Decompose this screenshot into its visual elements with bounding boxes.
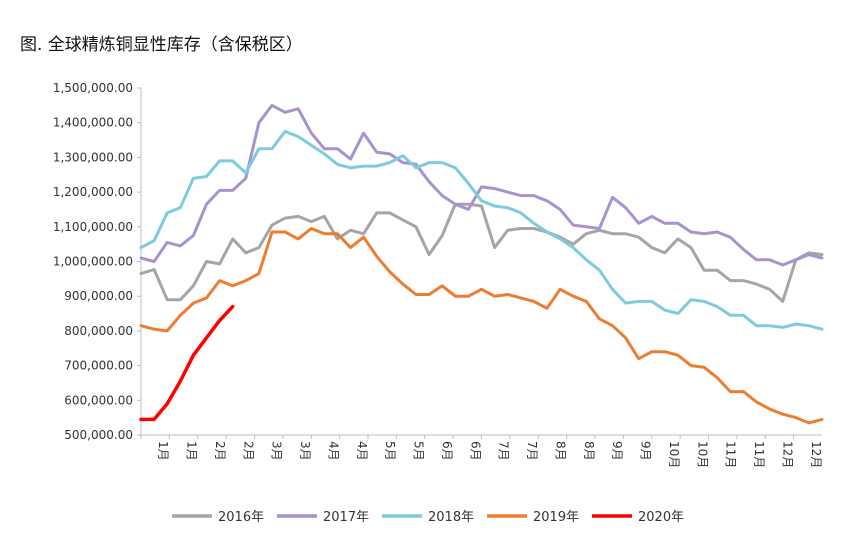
y-tick-label: 1,400,000.00: [53, 116, 133, 130]
legend-label: 2019年: [533, 510, 579, 525]
y-tick-label: 1,100,000.00: [53, 220, 133, 234]
x-tick-label: 5月: [383, 441, 397, 461]
x-tick-label: 1月: [156, 441, 170, 461]
x-tick-label: 5月: [412, 441, 426, 461]
legend-label: 2016年: [218, 510, 264, 525]
series-line-5: [139, 304, 235, 422]
legend: 2016年 2017年 2018年 2019年 2020年: [172, 510, 684, 525]
x-tick-label: 4月: [355, 441, 369, 461]
series-line-2: [139, 103, 824, 267]
x-tick-label: 6月: [468, 441, 482, 461]
y-tick-label: 1,200,000.00: [53, 185, 133, 199]
series-layer: [139, 103, 824, 425]
x-tick-label: 10月: [695, 441, 709, 468]
x-tick-label: 6月: [440, 441, 454, 461]
y-tick-label: 900,000.00: [64, 289, 133, 303]
series-line-4: [139, 227, 824, 425]
x-tick-label: 8月: [582, 441, 596, 461]
x-tick-label: 8月: [553, 441, 567, 461]
x-axis: 1月 1月 2月 2月 3月 3月 4月 4月 5月 5月 6月 6月 7月 7月 8月 8月 9月 9月 10月 1…: [140, 434, 823, 468]
legend-label: 2020年: [638, 510, 684, 525]
y-tick-label: 600,000.00: [64, 393, 133, 407]
y-tick-label: 1,300,000.00: [53, 150, 133, 164]
x-tick-label: 12月: [780, 441, 794, 468]
chart-title: 图. 全球精炼铜显性库存（含保税区）: [20, 35, 303, 55]
x-tick-label: 11月: [724, 441, 738, 468]
legend-label: 2017年: [323, 510, 369, 525]
x-tick-label: 10月: [667, 441, 681, 468]
x-tick-label: 3月: [270, 441, 284, 461]
x-tick-label: 4月: [326, 441, 340, 461]
x-tick-label: 9月: [639, 441, 653, 461]
y-tick-label: 1,000,000.00: [53, 255, 133, 269]
x-tick-label: 2月: [241, 441, 255, 461]
x-tick-label: 2月: [213, 441, 227, 461]
series-line-1: [139, 202, 824, 303]
y-tick-label: 700,000.00: [64, 359, 133, 373]
x-tick-label: 11月: [752, 441, 766, 468]
y-tick-label: 500,000.00: [64, 428, 133, 442]
y-tick-label: 1,500,000.00: [53, 81, 133, 95]
x-tick-label: 7月: [525, 441, 539, 461]
y-axis: 1,500,000.00 1,400,000.00 1,300,000.00 1,20…: [53, 81, 142, 442]
legend-label: 2018年: [428, 510, 474, 525]
x-tick-label: 12月: [809, 441, 823, 468]
series-line-3: [139, 129, 824, 331]
y-tick-label: 800,000.00: [64, 324, 133, 338]
x-tick-label: 3月: [298, 441, 312, 461]
x-tick-label: 7月: [497, 441, 511, 461]
x-tick-label: 9月: [610, 441, 624, 461]
x-tick-label: 1月: [185, 441, 199, 461]
